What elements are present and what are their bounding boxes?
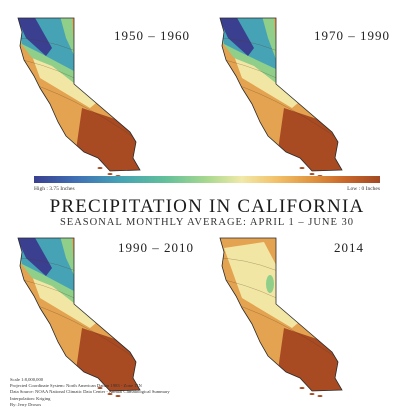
channel-island xyxy=(97,167,103,169)
precipitation-map-1970-1990 xyxy=(214,8,394,178)
author-line: By: Jerry Drosos xyxy=(10,401,42,407)
main-title: PRECIPITATION IN CALIFORNIA xyxy=(49,196,365,217)
very-wet-region xyxy=(220,18,254,56)
channel-island xyxy=(309,173,315,175)
channel-island xyxy=(317,395,323,397)
precipitation-map-2014 xyxy=(214,228,394,398)
state-outline xyxy=(219,17,343,172)
period-label-2014: 2014 xyxy=(334,240,364,255)
state-outline xyxy=(219,237,343,392)
channel-island xyxy=(107,173,113,175)
data-source-line: Data Source: NOAA National Climatic Data… xyxy=(10,389,170,395)
legend-low-label: Low : 0 Inches xyxy=(347,186,380,192)
period-label-1950-1960: 1950 – 1960 xyxy=(114,28,190,43)
projection-line: Projected Coordinate System: North Ameri… xyxy=(10,383,142,389)
precipitation-color-scale xyxy=(34,176,380,183)
channel-island xyxy=(115,395,121,397)
state-outline xyxy=(17,237,141,392)
moderate-spot-region xyxy=(266,275,274,293)
interpolation-line: Interpolation: Kriging xyxy=(10,395,51,401)
scale-line: Scale 1:8,000,000 xyxy=(10,377,44,382)
channel-island xyxy=(299,167,305,169)
channel-island xyxy=(299,387,305,389)
channel-island xyxy=(97,387,103,389)
very-wet-region xyxy=(18,238,52,276)
precipitation-map-1950-1960 xyxy=(12,8,192,178)
legend-high-label: High : 3.75 Inches xyxy=(34,186,75,192)
period-label-1970-1990: 1970 – 1990 xyxy=(314,28,390,43)
channel-island xyxy=(309,393,315,395)
very-wet-region xyxy=(18,18,52,56)
state-outline xyxy=(17,17,141,172)
precipitation-map-1990-2010 xyxy=(12,228,192,398)
main-subtitle: SEASONAL MONTHLY AVERAGE: APRIL 1 – JUNE… xyxy=(59,217,355,228)
period-label-1990-2010: 1990 – 2010 xyxy=(118,240,194,255)
channel-island xyxy=(107,393,113,395)
map-metadata: Scale 1:8,000,000 Projected Coordinate S… xyxy=(10,377,170,408)
